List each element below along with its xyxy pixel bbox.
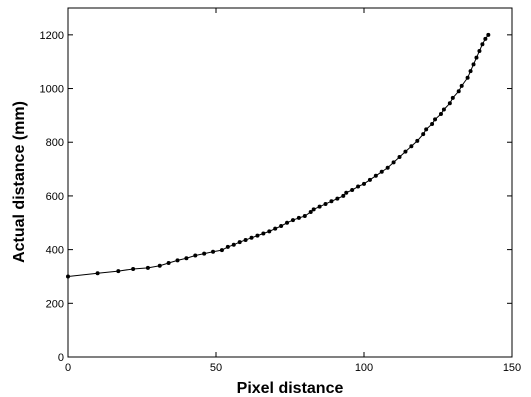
data-point — [367, 177, 372, 182]
data-point — [273, 226, 278, 231]
data-point — [261, 231, 266, 236]
data-point — [450, 95, 455, 100]
data-point — [311, 207, 316, 212]
data-point — [477, 48, 482, 53]
data-point — [433, 117, 438, 122]
data-point — [341, 193, 346, 198]
data-point — [421, 132, 426, 137]
y-tick-label: 1000 — [40, 84, 64, 96]
data-point — [279, 223, 284, 228]
data-point — [296, 215, 301, 220]
data-point — [166, 261, 171, 266]
x-axis-ticks: 0 50 100 150 — [65, 8, 521, 374]
data-point — [66, 274, 70, 279]
data-point — [344, 190, 349, 195]
data-point — [157, 263, 162, 268]
x-tick-label: 100 — [355, 362, 373, 374]
data-point — [447, 101, 452, 106]
series-layer — [66, 32, 491, 279]
data-point — [231, 242, 236, 247]
data-point — [474, 55, 479, 60]
data-point — [219, 248, 224, 253]
data-point — [373, 173, 378, 178]
y-tick-label: 800 — [46, 137, 64, 149]
y-tick-label: 0 — [58, 352, 64, 364]
data-point — [356, 184, 361, 189]
y-axis-ticks: 0 200 400 600 800 1000 1200 — [40, 30, 512, 364]
data-point — [255, 233, 260, 238]
data-point — [471, 62, 476, 67]
data-point — [480, 42, 485, 47]
data-point — [237, 240, 242, 245]
x-tick-label: 0 — [65, 362, 71, 374]
x-tick-label: 150 — [503, 362, 521, 374]
data-point — [385, 165, 390, 170]
data-point — [193, 253, 198, 258]
data-point — [486, 32, 491, 37]
data-point — [415, 138, 420, 143]
data-point — [465, 75, 470, 80]
y-tick-label: 600 — [46, 191, 64, 203]
y-axis-label: Actual distance (mm) — [11, 101, 28, 263]
data-point — [202, 251, 207, 256]
data-point — [267, 229, 272, 234]
data-point — [184, 256, 189, 261]
plot-frame — [67, 7, 513, 358]
data-point — [483, 36, 488, 41]
data-point — [317, 204, 322, 209]
data-point — [211, 249, 216, 254]
data-point — [409, 144, 414, 149]
data-point — [290, 218, 295, 223]
data-point — [397, 154, 402, 159]
data-point — [424, 127, 429, 132]
data-point — [285, 220, 290, 225]
data-point — [175, 258, 180, 263]
data-point — [329, 199, 334, 204]
data-point — [95, 271, 100, 276]
x-axis-label: Pixel distance — [237, 380, 344, 397]
data-point — [350, 188, 355, 193]
y-tick-label: 400 — [46, 245, 64, 257]
data-point — [403, 149, 408, 154]
data-point — [335, 196, 340, 201]
data-point — [468, 69, 473, 74]
data-point — [131, 266, 136, 271]
plot-area: 0 50 100 150 0 200 400 600 800 1000 1200 — [40, 7, 521, 374]
data-point — [243, 237, 248, 242]
data-point — [323, 201, 328, 206]
data-point — [441, 107, 446, 112]
data-point — [438, 112, 443, 117]
data-point — [456, 89, 461, 94]
data-point — [145, 265, 150, 270]
data-point — [308, 210, 313, 215]
series-line — [67, 34, 489, 277]
y-tick-label: 200 — [46, 298, 64, 310]
data-point — [225, 244, 230, 249]
y-tick-label: 1200 — [40, 30, 64, 42]
data-point — [302, 214, 307, 219]
x-tick-label: 50 — [210, 362, 222, 374]
data-point — [430, 121, 435, 126]
data-point — [391, 160, 396, 165]
data-point — [379, 169, 384, 174]
data-point — [459, 83, 464, 88]
data-point — [249, 235, 254, 240]
data-point — [116, 269, 121, 274]
data-point — [362, 181, 366, 186]
